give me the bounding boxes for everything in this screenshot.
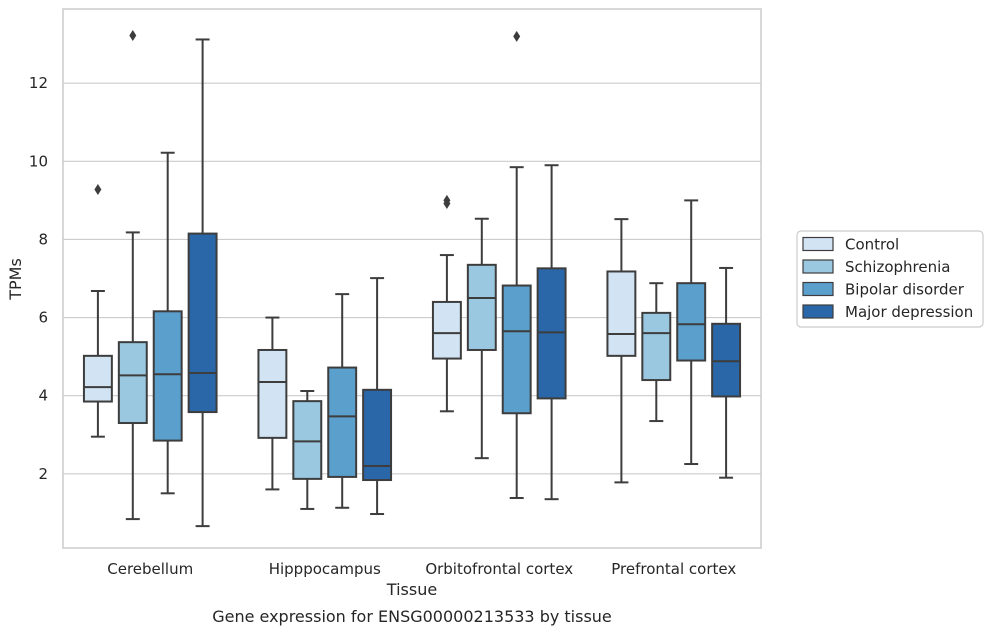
box-iqr (466, 263, 497, 351)
legend-swatch (802, 259, 834, 274)
y-axis-label: TPMs (6, 258, 25, 301)
outlier-point (129, 30, 137, 42)
figure-caption: Gene expression for ENSG00000213533 by t… (212, 607, 612, 626)
plot-frame (62, 8, 762, 549)
outlier-point (443, 194, 451, 206)
legend: Control Schizophrenia Bipolar disorder Majo… (796, 230, 984, 328)
box (187, 38, 218, 528)
box (431, 194, 462, 413)
box (501, 30, 532, 500)
legend-label: Bipolar disorder (845, 281, 965, 299)
box (362, 277, 393, 516)
x-tick-label: Cerebellum (107, 560, 193, 578)
box-iqr (431, 300, 462, 360)
y-tick-label: 8 (38, 230, 48, 248)
legend-label: Major depression (845, 303, 973, 321)
box (292, 389, 323, 510)
x-tick-label: Prefrontal cortex (611, 560, 736, 578)
y-tick-label: 2 (38, 465, 48, 483)
box-iqr (82, 354, 113, 403)
box (82, 183, 113, 438)
y-tick-labels: 2 4 6 8 10 12 (29, 74, 48, 483)
box (466, 217, 497, 460)
box (152, 151, 183, 495)
legend-label: Schizophrenia (845, 258, 950, 276)
box (117, 30, 148, 521)
y-tick-label: 6 (38, 309, 48, 327)
box-plots (82, 30, 742, 528)
y-tick-label: 12 (29, 74, 48, 92)
outlier-point (94, 183, 102, 195)
legend-frame (796, 230, 984, 328)
legend-swatch (802, 304, 834, 319)
x-tick-labels: Cerebellum Hipppocampus Orbitofrontal cort… (107, 560, 736, 578)
box-iqr (676, 282, 707, 362)
box-iqr (257, 348, 288, 439)
legend-swatch (802, 281, 834, 297)
y-tick-label: 4 (38, 387, 48, 405)
box-iqr (292, 400, 323, 480)
outlier-point (513, 30, 521, 42)
box (641, 282, 672, 423)
x-tick-label: Orbitofrontal cortex (425, 560, 573, 578)
box (606, 218, 637, 484)
box (711, 266, 742, 479)
y-tick-label: 10 (29, 152, 48, 170)
box (536, 164, 567, 501)
box-iqr (606, 270, 637, 357)
box (676, 199, 707, 466)
legend-swatch (802, 236, 834, 252)
box-iqr (711, 322, 742, 398)
box-iqr (327, 366, 358, 478)
legend-label: Control (845, 236, 899, 254)
x-axis-label: Tissue (386, 580, 437, 599)
box-iqr (117, 341, 148, 425)
box (327, 293, 358, 509)
box-iqr (152, 310, 183, 442)
box-iqr (641, 311, 672, 382)
x-tick-label: Hipppocampus (269, 560, 381, 578)
box-iqr (501, 284, 532, 415)
box-iqr (187, 232, 218, 414)
box (257, 316, 288, 491)
